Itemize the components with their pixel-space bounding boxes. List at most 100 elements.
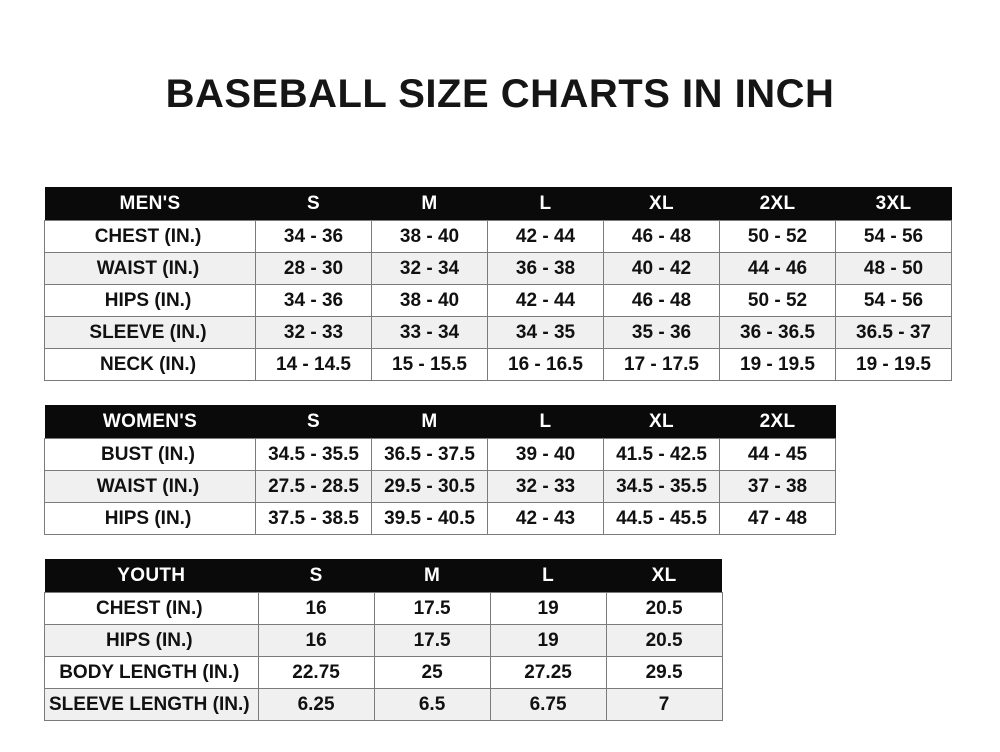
table-cell: 54 - 56 <box>835 284 952 317</box>
row-label: WAIST (IN.) <box>44 252 256 285</box>
table-row: NECK (IN.) 14 - 14.5 15 - 15.5 16 - 16.5… <box>44 348 952 381</box>
table-cell: 39.5 - 40.5 <box>371 502 488 535</box>
table-cell: 20.5 <box>605 592 723 625</box>
table-cell: 44 - 45 <box>719 438 836 471</box>
table-cell: 25 <box>373 656 491 689</box>
row-label: NECK (IN.) <box>44 348 256 381</box>
table-cell: 42 - 43 <box>487 502 604 535</box>
row-label: HIPS (IN.) <box>44 624 259 657</box>
table-cell: 6.75 <box>489 688 607 721</box>
youth-header-size-l: L <box>490 559 607 593</box>
mens-header-label: MEN'S <box>44 187 256 221</box>
table-row: HIPS (IN.) 16 17.5 19 20.5 <box>44 624 723 657</box>
row-label: CHEST (IN.) <box>44 220 256 253</box>
table-cell: 16 - 16.5 <box>487 348 604 381</box>
table-header-row: YOUTH S M L XL <box>44 559 723 593</box>
table-row: WAIST (IN.) 28 - 30 32 - 34 36 - 38 40 -… <box>44 252 952 285</box>
mens-header-size-2xl: 2XL <box>719 187 836 221</box>
table-cell: 54 - 56 <box>835 220 952 253</box>
table-cell: 36.5 - 37 <box>835 316 952 349</box>
womens-header-size-m: M <box>371 405 488 439</box>
table-cell: 28 - 30 <box>255 252 372 285</box>
row-label: CHEST (IN.) <box>44 592 259 625</box>
table-cell: 36 - 38 <box>487 252 604 285</box>
size-tables-container: MEN'S S M L XL 2XL 3XL CHEST (IN.) 34 - … <box>44 187 952 721</box>
table-cell: 39 - 40 <box>487 438 604 471</box>
table-row: SLEEVE (IN.) 32 - 33 33 - 34 34 - 35 35 … <box>44 316 952 349</box>
table-cell: 6.25 <box>257 688 375 721</box>
womens-header-label: WOMEN'S <box>44 405 256 439</box>
table-row: SLEEVE LENGTH (IN.) 6.25 6.5 6.75 7 <box>44 688 723 721</box>
table-cell: 38 - 40 <box>371 284 488 317</box>
table-row: CHEST (IN.) 34 - 36 38 - 40 42 - 44 46 -… <box>44 220 952 253</box>
youth-header-size-s: S <box>258 559 375 593</box>
table-row: WAIST (IN.) 27.5 - 28.5 29.5 - 30.5 32 -… <box>44 470 836 503</box>
mens-header-size-l: L <box>487 187 604 221</box>
youth-table-header: YOUTH S M L XL <box>44 559 723 593</box>
youth-header-label: YOUTH <box>44 559 259 593</box>
table-cell: 17 - 17.5 <box>603 348 720 381</box>
womens-table-body: BUST (IN.) 34.5 - 35.5 36.5 - 37.5 39 - … <box>44 438 836 535</box>
table-cell: 37.5 - 38.5 <box>255 502 372 535</box>
table-row: CHEST (IN.) 16 17.5 19 20.5 <box>44 592 723 625</box>
womens-header-size-xl: XL <box>603 405 720 439</box>
youth-size-table: YOUTH S M L XL CHEST (IN.) 16 17.5 19 20… <box>44 559 723 721</box>
table-row: BODY LENGTH (IN.) 22.75 25 27.25 29.5 <box>44 656 723 689</box>
table-cell: 19 - 19.5 <box>835 348 952 381</box>
table-cell: 35 - 36 <box>603 316 720 349</box>
womens-header-size-2xl: 2XL <box>719 405 836 439</box>
table-cell: 16 <box>257 624 375 657</box>
table-cell: 36 - 36.5 <box>719 316 836 349</box>
table-header-row: MEN'S S M L XL 2XL 3XL <box>44 187 952 221</box>
youth-header-size-m: M <box>374 559 491 593</box>
table-cell: 42 - 44 <box>487 220 604 253</box>
womens-size-table: WOMEN'S S M L XL 2XL BUST (IN.) 34.5 - 3… <box>44 405 836 535</box>
table-cell: 41.5 - 42.5 <box>603 438 720 471</box>
table-cell: 7 <box>605 688 723 721</box>
table-cell: 22.75 <box>257 656 375 689</box>
table-cell: 29.5 - 30.5 <box>371 470 488 503</box>
table-cell: 34 - 36 <box>255 284 372 317</box>
table-cell: 50 - 52 <box>719 284 836 317</box>
table-cell: 38 - 40 <box>371 220 488 253</box>
table-cell: 14 - 14.5 <box>255 348 372 381</box>
table-cell: 27.25 <box>489 656 607 689</box>
table-cell: 6.5 <box>373 688 491 721</box>
table-cell: 42 - 44 <box>487 284 604 317</box>
table-cell: 19 <box>489 592 607 625</box>
table-cell: 36.5 - 37.5 <box>371 438 488 471</box>
table-cell: 19 - 19.5 <box>719 348 836 381</box>
table-cell: 34.5 - 35.5 <box>603 470 720 503</box>
table-cell: 46 - 48 <box>603 220 720 253</box>
mens-header-size-3xl: 3XL <box>835 187 952 221</box>
table-cell: 34 - 36 <box>255 220 372 253</box>
table-cell: 48 - 50 <box>835 252 952 285</box>
table-cell: 47 - 48 <box>719 502 836 535</box>
mens-table-body: CHEST (IN.) 34 - 36 38 - 40 42 - 44 46 -… <box>44 220 952 381</box>
table-cell: 29.5 <box>605 656 723 689</box>
table-cell: 37 - 38 <box>719 470 836 503</box>
table-cell: 19 <box>489 624 607 657</box>
table-header-row: WOMEN'S S M L XL 2XL <box>44 405 836 439</box>
table-cell: 44 - 46 <box>719 252 836 285</box>
womens-header-size-l: L <box>487 405 604 439</box>
table-cell: 27.5 - 28.5 <box>255 470 372 503</box>
table-cell: 17.5 <box>373 624 491 657</box>
table-cell: 40 - 42 <box>603 252 720 285</box>
row-label: SLEEVE (IN.) <box>44 316 256 349</box>
table-cell: 50 - 52 <box>719 220 836 253</box>
row-label: HIPS (IN.) <box>44 502 256 535</box>
row-label: BUST (IN.) <box>44 438 256 471</box>
table-cell: 20.5 <box>605 624 723 657</box>
row-label: WAIST (IN.) <box>44 470 256 503</box>
mens-table-header: MEN'S S M L XL 2XL 3XL <box>44 187 952 221</box>
youth-header-size-xl: XL <box>606 559 723 593</box>
table-row: HIPS (IN.) 37.5 - 38.5 39.5 - 40.5 42 - … <box>44 502 836 535</box>
table-cell: 17.5 <box>373 592 491 625</box>
table-cell: 46 - 48 <box>603 284 720 317</box>
row-label: BODY LENGTH (IN.) <box>44 656 259 689</box>
table-cell: 33 - 34 <box>371 316 488 349</box>
table-cell: 32 - 33 <box>487 470 604 503</box>
mens-header-size-m: M <box>371 187 488 221</box>
